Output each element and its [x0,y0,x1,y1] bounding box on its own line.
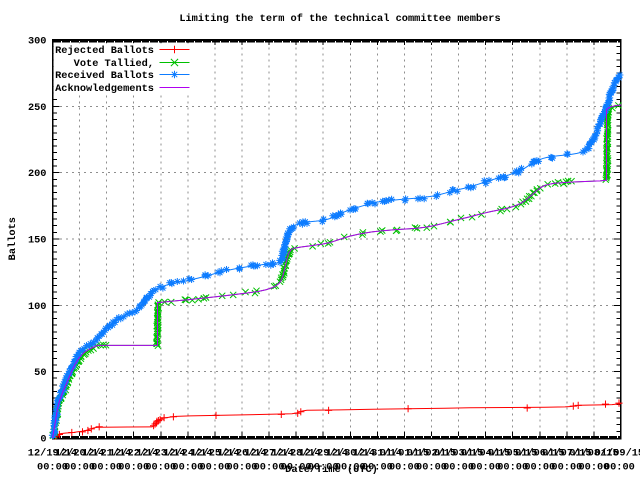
svg-text:12/29/14: 12/29/14 [298,448,347,460]
svg-text:12/25/14: 12/25/14 [190,448,239,460]
svg-text:00:00: 00:00 [416,461,447,473]
svg-text:200: 200 [28,168,47,180]
svg-text:12/22/14: 12/22/14 [109,448,158,460]
svg-text:Rejected Ballots: Rejected Ballots [55,45,154,57]
svg-text:Date/Time (UTC): Date/Time (UTC) [285,464,378,476]
svg-text:01/09/15: 01/09/15 [595,448,640,460]
svg-text:12/27/14: 12/27/14 [244,448,293,460]
svg-text:00:00: 00:00 [227,461,258,473]
svg-text:01/07/15: 01/07/15 [542,448,591,460]
svg-text:12/23/14: 12/23/14 [136,448,185,460]
svg-text:12/21/14: 12/21/14 [82,448,131,460]
svg-text:00:00: 00:00 [497,461,528,473]
svg-text:Received Ballots: Received Ballots [55,70,154,82]
svg-text:00:00: 00:00 [443,461,474,473]
svg-text:50: 50 [34,367,46,379]
svg-text:00:00: 00:00 [362,461,393,473]
svg-text:00:00: 00:00 [281,461,312,473]
svg-text:12/24/14: 12/24/14 [163,448,212,460]
svg-text:100: 100 [28,301,47,313]
svg-text:12/31/14: 12/31/14 [353,448,402,460]
svg-text:00:00: 00:00 [199,461,230,473]
svg-text:01/04/15: 01/04/15 [461,448,510,460]
svg-text:01/02/15: 01/02/15 [407,448,456,460]
svg-text:Ballots: Ballots [7,217,19,260]
svg-text:00:00: 00:00 [145,461,176,473]
svg-text:00:00: 00:00 [470,461,501,473]
svg-text:01/06/15: 01/06/15 [515,448,564,460]
svg-text:150: 150 [28,235,47,247]
svg-text:12/19/14: 12/19/14 [28,448,77,460]
svg-text:Limiting the term of the techn: Limiting the term of the technical commi… [179,13,500,25]
svg-text:0: 0 [40,434,46,446]
svg-text:Acknowledgements: Acknowledgements [55,83,154,95]
svg-text:00:00: 00:00 [551,461,582,473]
svg-text:00:00: 00:00 [37,461,68,473]
svg-text:300: 300 [28,36,47,48]
svg-text:12/28/14: 12/28/14 [271,448,320,460]
svg-text:01/08/15: 01/08/15 [569,448,618,460]
svg-text:00:00: 00:00 [91,461,122,473]
svg-text:12/26/14: 12/26/14 [217,448,266,460]
svg-text:00:00: 00:00 [389,461,420,473]
svg-text:12/30/14: 12/30/14 [326,448,375,460]
svg-text:00:00: 00:00 [172,461,203,473]
svg-text:250: 250 [28,102,47,114]
svg-text:01/03/15: 01/03/15 [434,448,483,460]
svg-text:01/05/15: 01/05/15 [488,448,537,460]
svg-text:00:00: 00:00 [308,461,339,473]
svg-text:00:00: 00:00 [604,461,635,473]
svg-text:12/20/14: 12/20/14 [55,448,104,460]
svg-text:01/01/15: 01/01/15 [380,448,429,460]
svg-text:00:00: 00:00 [254,461,285,473]
svg-text:Vote Tallied,: Vote Tallied, [74,58,154,70]
svg-text:00:00: 00:00 [118,461,149,473]
svg-text:00:00: 00:00 [578,461,609,473]
svg-text:00:00: 00:00 [335,461,366,473]
svg-text:00:00: 00:00 [524,461,555,473]
svg-text:00:00: 00:00 [64,461,95,473]
